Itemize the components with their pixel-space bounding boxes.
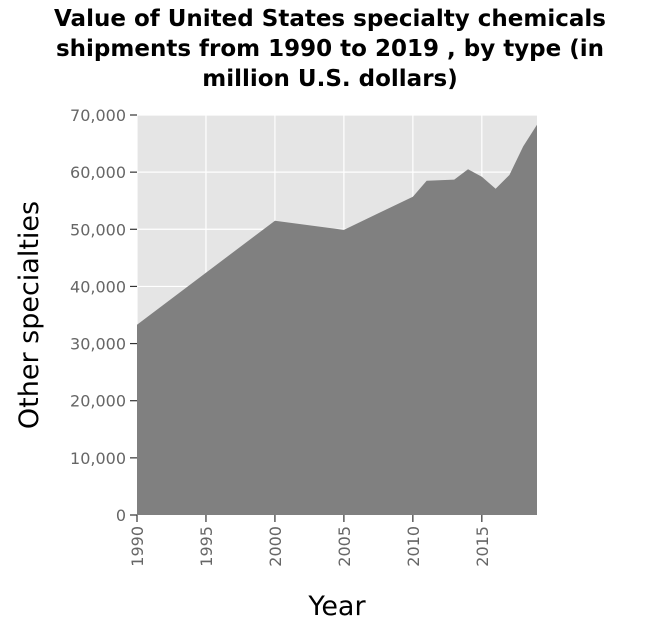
area-series (137, 124, 537, 515)
y-tick-label-3: 30,000 (70, 335, 126, 354)
chart-title: Value of United States specialty chemica… (0, 4, 660, 94)
y-tick-label-7: 70,000 (70, 106, 126, 125)
y-axis-title: Other specialties (14, 201, 45, 429)
chart-title-line-2: shipments from 1990 to 2019 , by type (i… (55, 36, 605, 62)
x-tick-label-1: 1995 (197, 526, 216, 567)
y-tick-label-6: 60,000 (70, 163, 126, 182)
chart-title-line-1: Value of United States specialty chemica… (54, 6, 606, 32)
y-tick-label-5: 50,000 (70, 220, 126, 239)
x-axis-title: Year (307, 591, 366, 622)
y-tick-label-4: 40,000 (70, 277, 126, 296)
x-tick-label-2: 2000 (266, 526, 285, 567)
y-tick-label-0: 0 (116, 506, 126, 525)
x-tick-label-3: 2005 (335, 526, 354, 567)
x-tick-label-0: 1990 (128, 526, 147, 567)
y-tick-label-1: 10,000 (70, 449, 126, 468)
x-tick-label-4: 2010 (404, 526, 423, 567)
y-tick-label-2: 20,000 (70, 392, 126, 411)
x-tick-label-5: 2015 (473, 526, 492, 567)
chart-title-line-3: million U.S. dollars) (202, 66, 458, 92)
axes: 0 10,000 20,000 30,000 40,000 50,000 60,000 70,… (70, 106, 492, 567)
